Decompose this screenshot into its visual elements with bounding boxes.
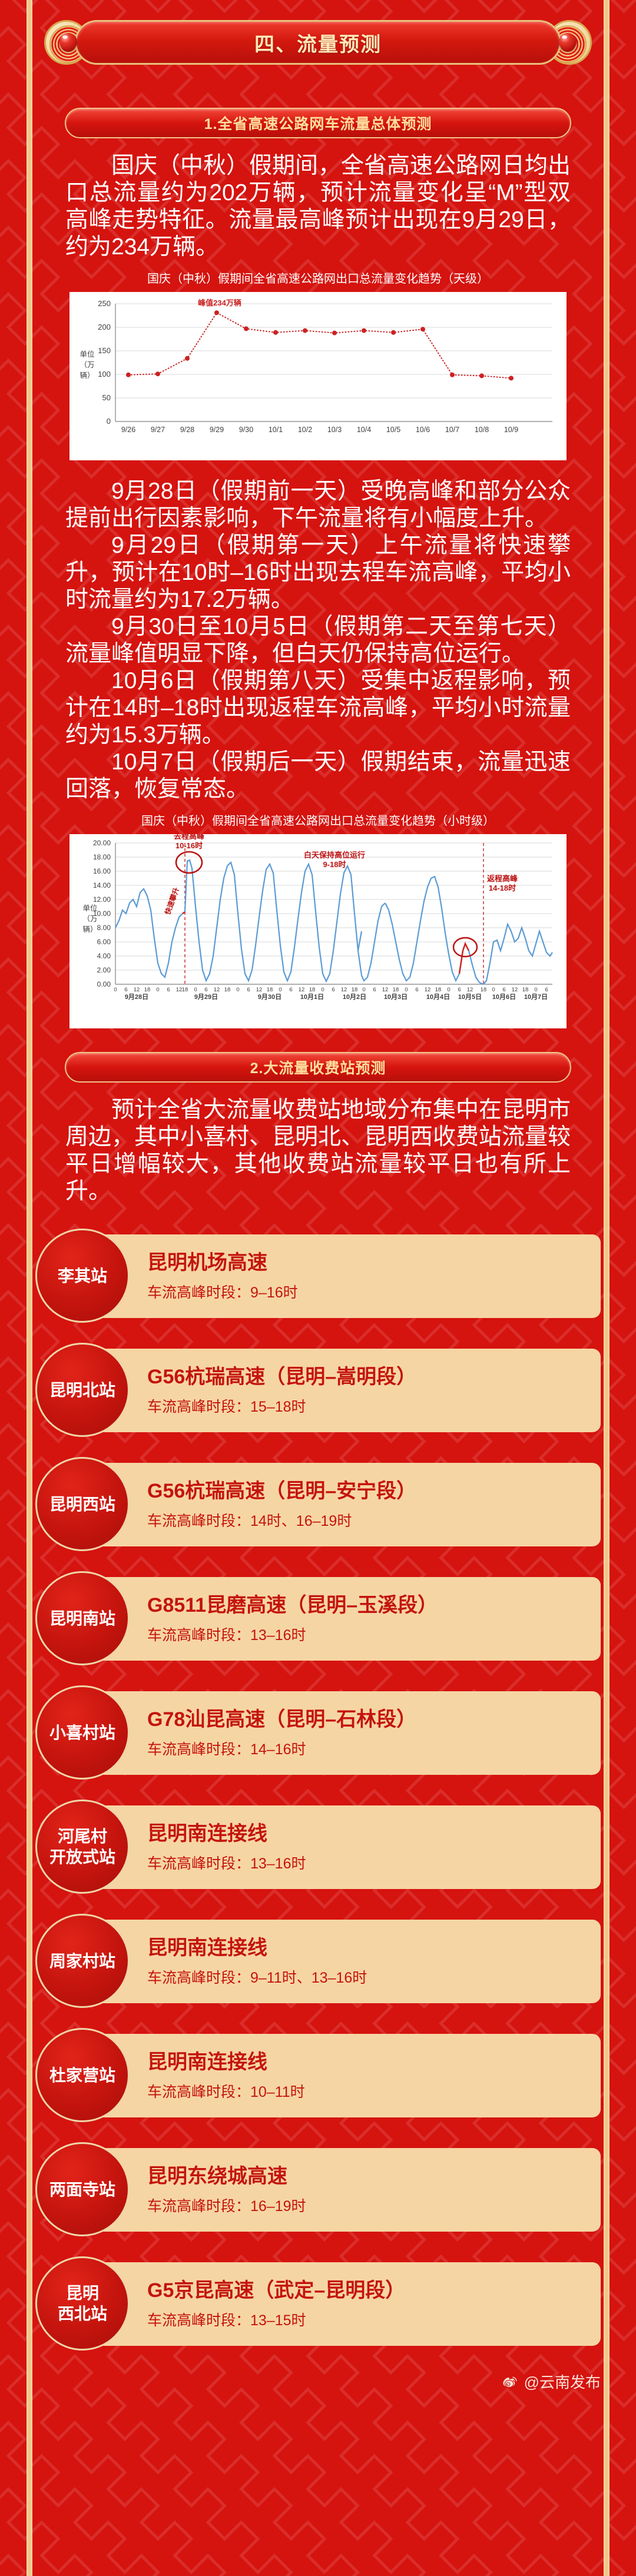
- svg-text:6: 6: [545, 987, 548, 993]
- svg-text:12: 12: [512, 987, 518, 993]
- svg-text:辆）: 辆）: [82, 925, 97, 934]
- svg-text:14-18时: 14-18时: [489, 884, 516, 892]
- svg-text:100: 100: [98, 370, 111, 379]
- svg-text:12: 12: [134, 987, 140, 993]
- svg-text:10/5: 10/5: [386, 426, 400, 434]
- svg-text:6: 6: [502, 987, 505, 993]
- svg-text:去程高峰: 去程高峰: [174, 834, 205, 841]
- svg-text:9/28: 9/28: [180, 426, 194, 434]
- svg-text:0: 0: [156, 987, 159, 993]
- svg-text:18: 18: [182, 987, 188, 993]
- svg-text:0: 0: [321, 987, 324, 993]
- svg-text:4.00: 4.00: [97, 952, 111, 960]
- svg-text:12: 12: [341, 987, 347, 993]
- svg-text:6: 6: [458, 987, 461, 993]
- svg-text:18.00: 18.00: [93, 853, 111, 861]
- svg-text:0: 0: [534, 987, 537, 993]
- svg-text:辆）: 辆）: [80, 371, 94, 380]
- svg-text:白天保持高位运行: 白天保持高位运行: [304, 851, 365, 859]
- svg-text:6: 6: [124, 987, 127, 993]
- svg-text:10月1日: 10月1日: [300, 993, 324, 1001]
- svg-text:10/3: 10/3: [327, 426, 342, 434]
- svg-text:6: 6: [289, 987, 292, 993]
- svg-text:18: 18: [267, 987, 273, 993]
- svg-text:18: 18: [481, 987, 487, 993]
- svg-text:18: 18: [352, 987, 358, 993]
- svg-text:10/8: 10/8: [475, 426, 489, 434]
- svg-text:0: 0: [194, 987, 197, 993]
- svg-text:16.00: 16.00: [93, 867, 111, 875]
- svg-text:9/29: 9/29: [210, 426, 224, 434]
- svg-text:6: 6: [332, 987, 334, 993]
- svg-text:0.00: 0.00: [97, 980, 111, 988]
- svg-text:（万: （万: [82, 915, 97, 923]
- svg-text:12: 12: [299, 987, 305, 993]
- svg-text:6: 6: [247, 987, 250, 993]
- svg-text:10/7: 10/7: [445, 426, 459, 434]
- svg-text:9/26: 9/26: [121, 426, 135, 434]
- svg-text:单位: 单位: [82, 904, 97, 912]
- svg-text:12: 12: [425, 987, 431, 993]
- svg-text:9/27: 9/27: [151, 426, 165, 434]
- svg-text:9月30日: 9月30日: [258, 993, 281, 1001]
- svg-text:（万: （万: [80, 361, 94, 369]
- svg-text:10/6: 10/6: [416, 426, 430, 434]
- svg-text:10/2: 10/2: [298, 426, 312, 434]
- svg-text:0: 0: [107, 417, 111, 426]
- svg-text:200: 200: [98, 323, 111, 331]
- svg-text:0: 0: [447, 987, 450, 993]
- svg-text:250: 250: [98, 299, 111, 308]
- svg-text:0: 0: [492, 987, 495, 993]
- svg-text:6: 6: [167, 987, 170, 993]
- svg-text:50: 50: [102, 393, 111, 402]
- svg-text:10月2日: 10月2日: [343, 993, 366, 1001]
- svg-text:150: 150: [98, 346, 111, 355]
- svg-text:18: 18: [144, 987, 151, 993]
- svg-text:10-16时: 10-16时: [175, 841, 203, 850]
- svg-text:18: 18: [435, 987, 442, 993]
- svg-text:6.00: 6.00: [97, 938, 111, 946]
- svg-text:10/4: 10/4: [357, 426, 371, 434]
- svg-text:10月7日: 10月7日: [524, 993, 548, 1001]
- svg-text:12: 12: [382, 987, 389, 993]
- svg-text:12: 12: [176, 987, 183, 993]
- svg-text:0: 0: [279, 987, 281, 993]
- svg-text:0: 0: [236, 987, 239, 993]
- svg-text:10/1: 10/1: [269, 426, 283, 434]
- svg-text:18: 18: [522, 987, 529, 993]
- svg-text:返程高峰: 返程高峰: [487, 874, 518, 883]
- svg-text:12.00: 12.00: [93, 895, 111, 904]
- svg-text:峰值234万辆: 峰值234万辆: [198, 298, 241, 307]
- svg-text:0: 0: [114, 987, 117, 993]
- svg-text:0: 0: [362, 987, 365, 993]
- svg-text:9-18时: 9-18时: [323, 860, 346, 869]
- svg-text:10月3日: 10月3日: [384, 993, 408, 1001]
- svg-text:6: 6: [204, 987, 207, 993]
- svg-text:20.00: 20.00: [93, 839, 111, 847]
- svg-text:6: 6: [373, 987, 376, 993]
- svg-text:快速攀升: 快速攀升: [163, 886, 181, 915]
- svg-text:18: 18: [393, 987, 399, 993]
- svg-text:8.00: 8.00: [97, 924, 111, 932]
- svg-text:12: 12: [256, 987, 263, 993]
- svg-text:12: 12: [214, 987, 220, 993]
- svg-text:18: 18: [309, 987, 316, 993]
- svg-text:9月29日: 9月29日: [194, 993, 218, 1001]
- svg-text:9/30: 9/30: [239, 426, 253, 434]
- svg-text:10/9: 10/9: [504, 426, 518, 434]
- svg-text:0: 0: [405, 987, 408, 993]
- svg-text:10月4日: 10月4日: [426, 993, 450, 1001]
- svg-text:9月28日: 9月28日: [125, 993, 148, 1001]
- svg-text:18: 18: [224, 987, 231, 993]
- svg-text:6: 6: [415, 987, 418, 993]
- svg-text:2.00: 2.00: [97, 966, 111, 974]
- svg-text:14.00: 14.00: [93, 881, 111, 889]
- svg-text:12: 12: [467, 987, 473, 993]
- svg-text:单位: 单位: [80, 350, 94, 358]
- svg-text:10月6日: 10月6日: [492, 993, 516, 1001]
- svg-text:10月5日: 10月5日: [458, 993, 482, 1001]
